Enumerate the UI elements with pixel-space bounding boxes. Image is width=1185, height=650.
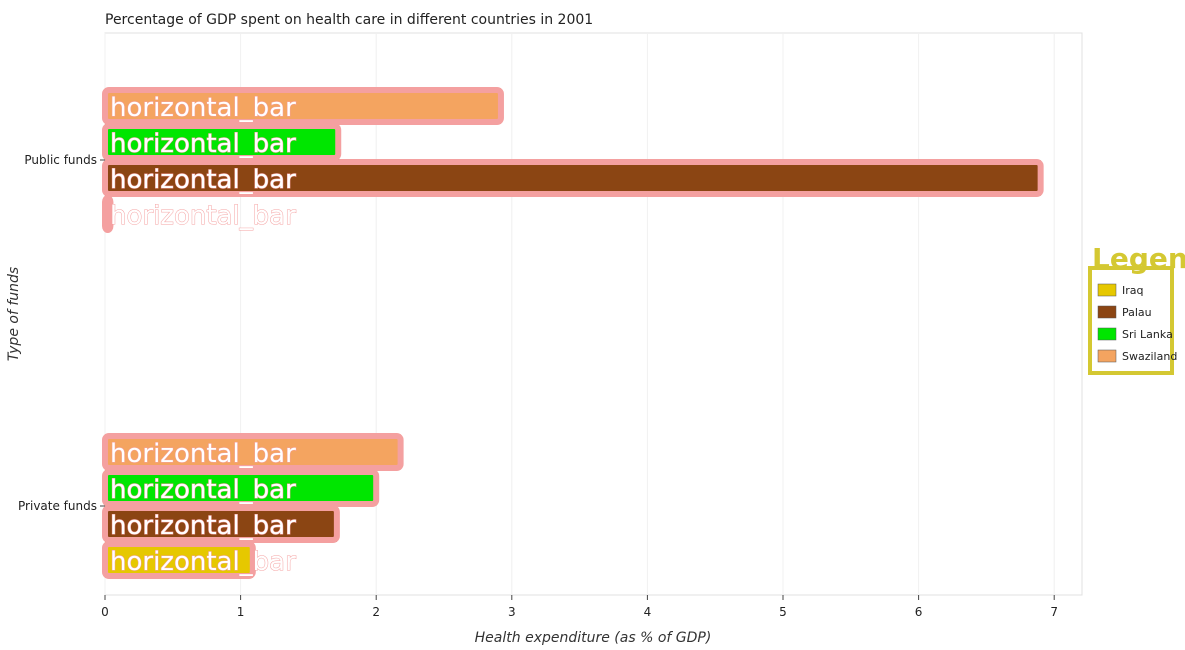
bar-label: horizontal_bar: [110, 511, 296, 541]
x-tick-label: 2: [372, 605, 380, 619]
bars: [102, 87, 1044, 579]
bar: [105, 542, 253, 578]
bar-label: horizontal_bar: [110, 201, 296, 231]
legend-entry: Sri Lanka: [1122, 328, 1173, 341]
bar-outline: [102, 87, 504, 125]
legend: Legend Iraq Palau Sri Lanka Swaziland: [1088, 242, 1185, 375]
x-axis-label: Health expenditure (as % of GDP): [475, 630, 712, 646]
bar: [105, 506, 337, 542]
bar-outline: [102, 195, 114, 233]
bar-labels: horizontal_bar horizontal_bar horizontal_b…: [110, 93, 297, 578]
bar-outline: [102, 541, 256, 579]
y-ticks: Private funds Public funds: [18, 153, 105, 513]
legend-entry: Palau: [1122, 306, 1152, 319]
bar-label: horizontal_bar: [110, 475, 296, 505]
bar: [105, 88, 501, 124]
legend-swatch: [1097, 305, 1117, 319]
legend-items: Iraq Palau Sri Lanka Swaziland: [1097, 283, 1177, 363]
bar-outline: [102, 123, 342, 161]
bar-label: horizontal_bar: [110, 439, 296, 469]
legend-swatch: [1097, 349, 1117, 363]
y-axis-label: Type of funds: [6, 267, 22, 361]
x-tick-label: 0: [101, 605, 109, 619]
bar-outline: [102, 159, 1044, 197]
chart-title: Percentage of GDP spent on health care i…: [105, 12, 593, 28]
x-tick-label: 7: [1050, 605, 1058, 619]
bar-label: horizontal_bar: [110, 165, 296, 195]
bar-outline: [102, 505, 340, 543]
y-tick-label: Private funds: [18, 499, 97, 513]
legend-title: Legend: [1092, 242, 1185, 275]
bar-outline: [102, 433, 404, 471]
bar-label: horizontal_bar: [110, 93, 296, 123]
x-ticks: 0 1 2 3 4 5 6 7: [101, 595, 1058, 619]
bar-outline: [102, 469, 380, 507]
legend-entry: Swaziland: [1122, 350, 1177, 363]
legend-swatch: [1097, 283, 1117, 297]
x-tick-label: 5: [779, 605, 787, 619]
bar-label: horizontal_bar: [110, 547, 296, 577]
x-tick-label: 6: [915, 605, 923, 619]
x-tick-label: 3: [508, 605, 516, 619]
bar: [105, 160, 1041, 196]
x-tick-label: 4: [644, 605, 652, 619]
bar: [105, 470, 377, 506]
bar-label: horizontal_bar: [110, 129, 296, 159]
y-tick-label: Public funds: [24, 153, 97, 167]
legend-swatch: [1097, 327, 1117, 341]
x-tick-label: 1: [237, 605, 245, 619]
bar: [105, 434, 401, 470]
bar: [105, 124, 339, 160]
legend-entry: Iraq: [1122, 284, 1144, 297]
